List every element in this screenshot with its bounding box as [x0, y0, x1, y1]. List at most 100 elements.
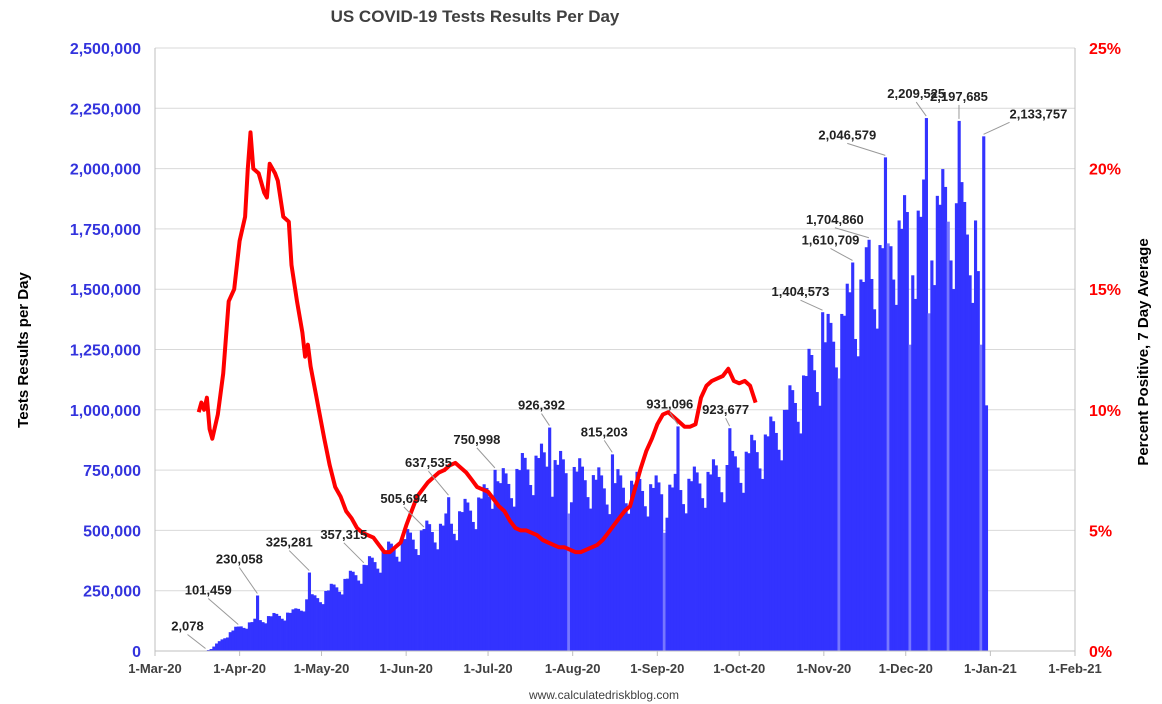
tests-bar — [752, 440, 756, 651]
tests-bar — [927, 313, 931, 651]
percent-positive-line — [196, 130, 758, 555]
annotation-leader — [187, 634, 206, 649]
tests-bar — [725, 465, 729, 651]
tests-bar — [919, 216, 923, 651]
annotation-leader — [343, 542, 365, 564]
tests-bar — [436, 549, 440, 651]
left-tick-label: 1,250,000 — [70, 343, 141, 360]
tests-bar — [381, 551, 385, 651]
annotation-label: 923,677 — [702, 402, 749, 417]
tests-bar — [359, 583, 363, 651]
tests-bar — [747, 453, 751, 651]
tests-bar — [810, 354, 814, 651]
tests-bars — [204, 118, 989, 652]
tests-bar — [703, 507, 707, 651]
tests-bar — [750, 434, 754, 651]
left-tick-label: 1,000,000 — [70, 403, 141, 420]
tests-bar — [318, 602, 322, 651]
tests-bar — [875, 328, 879, 651]
tests-bar — [791, 390, 795, 651]
tests-bar — [741, 492, 746, 651]
tests-bar — [624, 503, 628, 651]
tests-bar — [531, 495, 535, 651]
tests-bar — [463, 498, 467, 651]
tests-bar — [209, 649, 213, 651]
tests-bar — [599, 475, 604, 651]
tests-bar — [916, 210, 920, 651]
left-tick-label: 1,500,000 — [70, 282, 141, 299]
annotation-leader — [915, 101, 927, 117]
tests-bar — [681, 504, 686, 651]
tests-bar — [728, 428, 732, 651]
tests-bar — [504, 473, 508, 651]
tests-bar — [706, 471, 710, 651]
x-tick-label: 1-Feb-21 — [1048, 661, 1101, 676]
tests-bar — [411, 539, 415, 651]
tests-bar — [370, 557, 374, 651]
tests-bar — [842, 315, 847, 651]
tests-bar — [324, 590, 328, 651]
annotation-label: 931,096 — [646, 396, 693, 411]
tests-bar — [968, 275, 972, 651]
x-axis-ticks: 1-Mar-20 1-Apr-20 1-May-20 1-Jun-20 1-Jul-20… — [128, 651, 1102, 676]
tests-bar — [597, 467, 601, 651]
tests-bar — [395, 556, 399, 651]
annotation-label: 1,404,573 — [772, 284, 830, 299]
right-tick-label: 5% — [1089, 523, 1112, 540]
tests-bar — [578, 458, 582, 651]
tests-bar — [335, 587, 339, 651]
tests-bar — [660, 494, 664, 651]
tests-bar — [722, 502, 726, 651]
tests-bar — [296, 608, 301, 651]
annotation-label: 2,133,757 — [1010, 106, 1068, 121]
tests-bar — [594, 479, 598, 651]
right-tick-label: 10% — [1089, 403, 1121, 420]
annotation-leader — [830, 248, 853, 261]
tests-bar — [277, 615, 281, 651]
annotation-label: 637,535 — [405, 455, 452, 470]
tests-bar — [616, 469, 620, 651]
right-axis-ticks: 0% 5% 10% 15% 20% 25% — [1089, 41, 1121, 661]
tests-bar — [673, 473, 677, 651]
tests-bar — [771, 421, 776, 651]
tests-bar — [635, 471, 639, 651]
right-tick-label: 15% — [1089, 282, 1121, 299]
tests-bar — [561, 459, 565, 651]
annotation-label: 815,203 — [581, 424, 628, 439]
tests-bar — [676, 426, 680, 651]
tests-bar — [619, 475, 623, 651]
tests-bar — [870, 278, 874, 651]
tests-bar — [668, 484, 672, 651]
tests-bar — [458, 511, 462, 651]
tests-bar — [468, 510, 473, 651]
tests-bar — [695, 472, 699, 651]
tests-bar — [840, 313, 844, 651]
right-tick-label: 25% — [1089, 41, 1121, 58]
tests-bar — [485, 487, 489, 651]
tests-bar — [275, 613, 279, 651]
tests-bar — [397, 561, 402, 651]
tests-bar — [556, 464, 560, 651]
x-tick-label: 1-Apr-20 — [213, 661, 266, 676]
tests-bar — [482, 484, 486, 651]
left-tick-label: 2,250,000 — [70, 101, 141, 118]
tests-bar — [883, 157, 888, 651]
tests-bar — [392, 548, 396, 651]
tests-bar — [766, 436, 770, 651]
tests-bar — [215, 643, 219, 651]
annotation-label: 2,046,579 — [818, 127, 876, 142]
tests-bar — [763, 434, 767, 651]
tests-bar — [529, 485, 533, 651]
annotation-leader — [207, 598, 239, 625]
tests-bar — [892, 279, 896, 651]
tests-bar — [793, 402, 797, 651]
tests-bar — [340, 594, 344, 651]
tests-bar — [236, 626, 241, 651]
tests-bar — [943, 186, 948, 651]
tests-bar — [337, 591, 342, 651]
tests-bar — [679, 490, 683, 651]
tests-bar — [346, 578, 350, 651]
tests-bar — [515, 468, 519, 651]
tests-bar — [886, 243, 890, 651]
tests-bar — [348, 570, 352, 651]
